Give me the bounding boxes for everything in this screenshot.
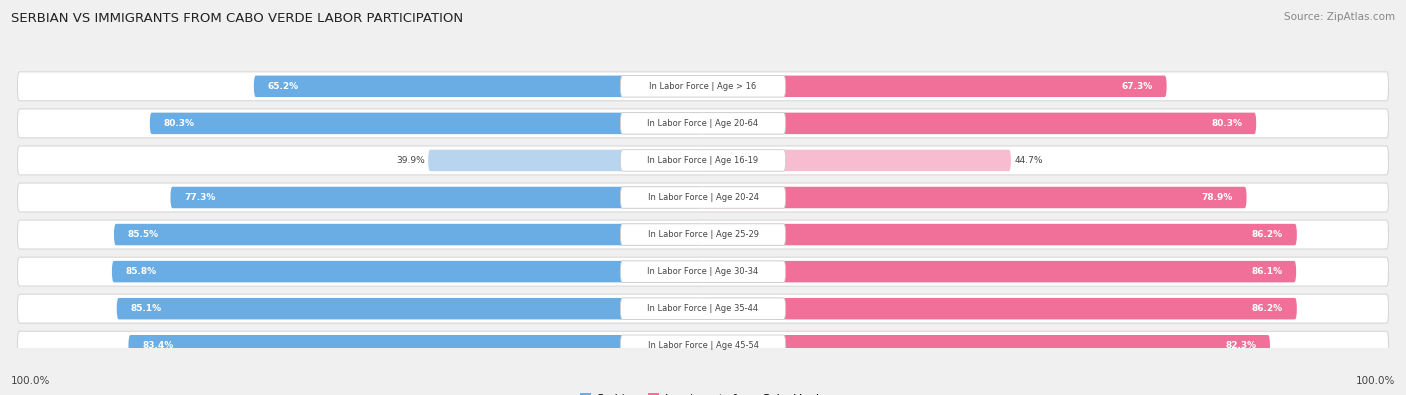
FancyBboxPatch shape [620, 75, 786, 97]
Text: In Labor Force | Age 25-29: In Labor Force | Age 25-29 [648, 230, 758, 239]
Text: In Labor Force | Age 16-19: In Labor Force | Age 16-19 [647, 156, 759, 165]
Text: 86.2%: 86.2% [1251, 230, 1284, 239]
FancyBboxPatch shape [703, 150, 1011, 171]
FancyBboxPatch shape [170, 187, 703, 208]
FancyBboxPatch shape [703, 75, 1167, 97]
FancyBboxPatch shape [427, 150, 703, 171]
Text: In Labor Force | Age 45-54: In Labor Force | Age 45-54 [648, 341, 758, 350]
FancyBboxPatch shape [112, 261, 703, 282]
FancyBboxPatch shape [703, 224, 1296, 245]
FancyBboxPatch shape [150, 113, 703, 134]
Text: 39.9%: 39.9% [396, 156, 425, 165]
Legend: Serbian, Immigrants from Cabo Verde: Serbian, Immigrants from Cabo Verde [575, 389, 831, 395]
Text: In Labor Force | Age 20-24: In Labor Force | Age 20-24 [648, 193, 758, 202]
Text: 67.3%: 67.3% [1122, 82, 1153, 91]
FancyBboxPatch shape [128, 335, 703, 357]
FancyBboxPatch shape [254, 75, 703, 97]
FancyBboxPatch shape [17, 72, 1389, 101]
FancyBboxPatch shape [620, 298, 786, 320]
FancyBboxPatch shape [17, 331, 1389, 360]
FancyBboxPatch shape [620, 335, 786, 357]
Text: In Labor Force | Age 35-44: In Labor Force | Age 35-44 [647, 304, 759, 313]
Text: In Labor Force | Age > 16: In Labor Force | Age > 16 [650, 82, 756, 91]
Text: 100.0%: 100.0% [11, 376, 51, 386]
FancyBboxPatch shape [620, 150, 786, 171]
Text: 85.5%: 85.5% [128, 230, 159, 239]
FancyBboxPatch shape [17, 257, 1389, 286]
Text: 77.3%: 77.3% [184, 193, 215, 202]
Text: 100.0%: 100.0% [1355, 376, 1395, 386]
Text: 80.3%: 80.3% [1212, 119, 1243, 128]
Text: Source: ZipAtlas.com: Source: ZipAtlas.com [1284, 12, 1395, 22]
FancyBboxPatch shape [17, 183, 1389, 212]
Text: In Labor Force | Age 30-34: In Labor Force | Age 30-34 [647, 267, 759, 276]
Text: 85.1%: 85.1% [131, 304, 162, 313]
Text: 82.3%: 82.3% [1225, 341, 1256, 350]
FancyBboxPatch shape [17, 220, 1389, 249]
FancyBboxPatch shape [117, 298, 703, 320]
FancyBboxPatch shape [620, 261, 786, 282]
FancyBboxPatch shape [114, 224, 703, 245]
Text: 86.2%: 86.2% [1251, 304, 1284, 313]
Text: 44.7%: 44.7% [1014, 156, 1043, 165]
Text: 86.1%: 86.1% [1251, 267, 1282, 276]
FancyBboxPatch shape [17, 294, 1389, 323]
Text: SERBIAN VS IMMIGRANTS FROM CABO VERDE LABOR PARTICIPATION: SERBIAN VS IMMIGRANTS FROM CABO VERDE LA… [11, 12, 464, 25]
FancyBboxPatch shape [17, 146, 1389, 175]
FancyBboxPatch shape [703, 298, 1296, 320]
FancyBboxPatch shape [620, 187, 786, 208]
Text: 65.2%: 65.2% [267, 82, 298, 91]
Text: 78.9%: 78.9% [1201, 193, 1233, 202]
FancyBboxPatch shape [703, 335, 1270, 357]
FancyBboxPatch shape [17, 109, 1389, 138]
Text: 83.4%: 83.4% [142, 341, 173, 350]
FancyBboxPatch shape [703, 261, 1296, 282]
FancyBboxPatch shape [620, 113, 786, 134]
Text: 80.3%: 80.3% [163, 119, 194, 128]
FancyBboxPatch shape [703, 187, 1247, 208]
FancyBboxPatch shape [703, 113, 1256, 134]
Text: 85.8%: 85.8% [125, 267, 157, 276]
FancyBboxPatch shape [620, 224, 786, 245]
Text: In Labor Force | Age 20-64: In Labor Force | Age 20-64 [647, 119, 759, 128]
